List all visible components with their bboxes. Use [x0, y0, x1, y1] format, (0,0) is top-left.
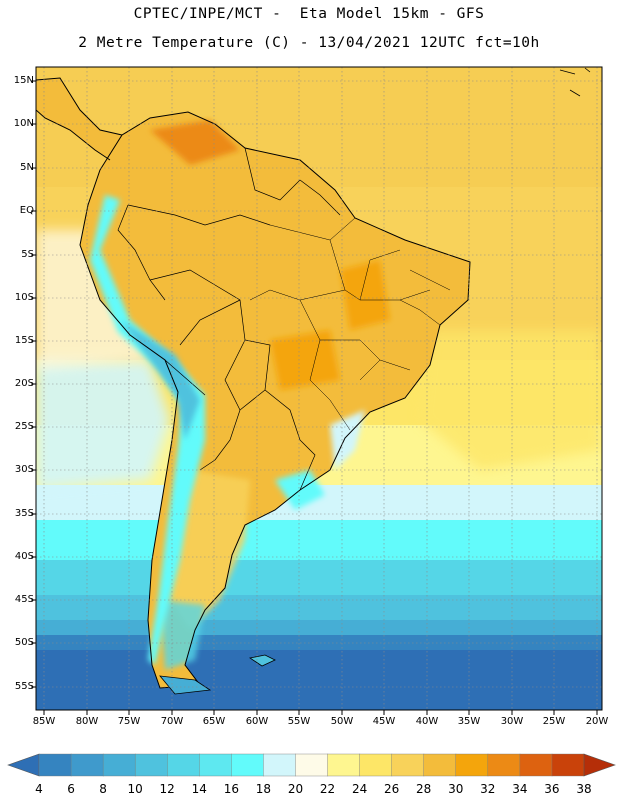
colorbar-label: 32	[480, 782, 496, 796]
colorbar-segments	[38, 753, 585, 777]
colorbar-box	[391, 753, 425, 777]
colorbar-label: 38	[576, 782, 592, 796]
colorbar-box	[295, 753, 329, 777]
colorbar-box	[327, 753, 361, 777]
lat-label-15n: 15N	[13, 75, 34, 86]
hot-brazil-ne	[340, 260, 390, 330]
colorbar-box	[519, 753, 553, 777]
colorbar-label: 30	[448, 782, 464, 796]
lon-label-40w: 40W	[415, 716, 439, 727]
lon-label-45w: 45W	[372, 716, 396, 727]
patagonia-mild	[170, 470, 250, 630]
ocean-band-cold1	[36, 520, 602, 565]
colorbar-label: 4	[35, 782, 43, 796]
lat-label-50s: 50S	[14, 637, 34, 648]
colorbar-box	[70, 753, 104, 777]
lat-label-15s: 15S	[14, 335, 34, 346]
lat-label-25s: 25S	[14, 421, 34, 432]
colorbar-box	[487, 753, 521, 777]
colorbar-label: 34	[512, 782, 528, 796]
colorbar-label: 14	[191, 782, 207, 796]
atlantic-yellow-patch	[420, 330, 602, 470]
colorbar-label: 6	[67, 782, 75, 796]
colorbar-label: 12	[159, 782, 175, 796]
colorbar-box	[102, 753, 136, 777]
central-america-land	[36, 78, 122, 160]
lon-label-30w: 30W	[500, 716, 524, 727]
colorbar-box	[359, 753, 393, 777]
colorbar-box	[199, 753, 232, 777]
lat-label-10n: 10N	[13, 118, 34, 129]
colorbar-label: 18	[255, 782, 272, 796]
coastline	[79, 111, 471, 689]
falkland-islands	[248, 654, 276, 667]
colorbar-label: 22	[319, 782, 336, 796]
lat-label-5n: 5N	[20, 162, 34, 173]
map-subtitle: 2 Metre Temperature (C) - 13/04/2021 12U…	[78, 35, 540, 51]
tierra-del-fuego	[159, 675, 212, 695]
lon-label-50w: 50W	[330, 716, 354, 727]
colorbar-label: 36	[544, 782, 560, 796]
colorbar-right-arrow	[583, 753, 616, 777]
lat-label-45s: 45S	[14, 594, 34, 605]
lat-label-5s: 5S	[21, 249, 34, 260]
country-borders	[117, 147, 341, 491]
colorbar-box	[38, 753, 72, 777]
colorbar-label: 16	[223, 782, 240, 796]
colorbar-box	[167, 753, 200, 777]
lon-label-80w: 80W	[75, 716, 99, 727]
colorbar-label: 10	[127, 782, 143, 796]
axis-ticks	[31, 80, 598, 715]
hot-venezuela	[150, 120, 240, 165]
patagonia-cool	[160, 600, 205, 670]
colorbar-box	[455, 753, 489, 777]
caribbean-islands	[559, 67, 591, 97]
lon-label-25w: 25W	[542, 716, 566, 727]
colorbar-box	[263, 753, 296, 777]
lon-label-60w: 60W	[245, 716, 269, 727]
graticule	[36, 67, 602, 710]
colorbar-left-arrow	[7, 753, 40, 777]
lat-label-20s: 20S	[14, 378, 34, 389]
lon-label-35w: 35W	[457, 716, 481, 727]
south-brazil-cool	[330, 410, 365, 470]
lat-label-55s: 55S	[14, 681, 34, 692]
colorbar-label: 20	[287, 782, 304, 796]
andes-coldest	[120, 320, 200, 440]
ocean-band-south	[36, 650, 602, 710]
lon-label-20w: 20W	[585, 716, 609, 727]
colorbar-box	[134, 753, 168, 777]
lat-label-35s: 35S	[14, 508, 34, 519]
lon-label-65w: 65W	[202, 716, 226, 727]
lon-label-85w: 85W	[32, 716, 56, 727]
colorbar-label: 24	[351, 782, 368, 796]
state-borders	[249, 217, 451, 431]
lat-label-eq: EQ	[19, 205, 34, 216]
lat-label-40s: 40S	[14, 551, 34, 562]
hot-brazil-center	[270, 330, 340, 390]
lon-label-75w: 75W	[117, 716, 141, 727]
colorbar-label: 8	[99, 782, 107, 796]
colorbar	[7, 753, 616, 777]
colorbar-box	[231, 753, 264, 777]
map-frame	[35, 66, 603, 711]
ocean-band-cold2	[36, 560, 602, 600]
colorbar-box	[551, 753, 585, 777]
lon-label-55w: 55W	[287, 716, 311, 727]
andes-cold-stripe	[90, 195, 205, 665]
colorbar-label: 28	[416, 782, 432, 796]
colorbar-box	[423, 753, 457, 777]
map-title: CPTEC/INPE/MCT - Eta Model 15km - GFS	[133, 6, 485, 22]
lon-label-70w: 70W	[160, 716, 184, 727]
lat-label-10s: 10S	[14, 292, 34, 303]
colorbar-label: 26	[383, 782, 400, 796]
lat-label-30s: 30S	[14, 464, 34, 475]
central-america-coast	[36, 77, 123, 161]
pacific-cool-tongue	[36, 360, 170, 490]
